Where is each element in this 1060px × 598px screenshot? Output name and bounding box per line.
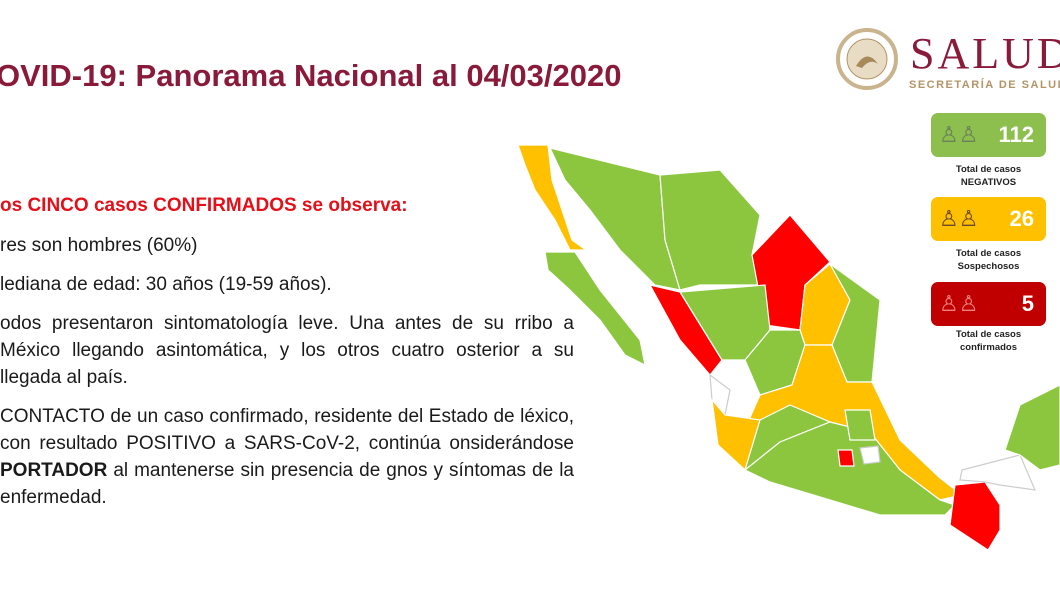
slide-title: OVID-19: Panorama Nacional al 04/03/2020 xyxy=(0,58,622,93)
portador-text: PORTADOR xyxy=(0,460,108,481)
confirmed-cases-card: ♙♙ 5 xyxy=(931,282,1046,326)
caption-line: confirmados xyxy=(959,342,1017,353)
caption-line: Total de casos xyxy=(955,329,1022,340)
contact-text-2: al mantenerse sin presencia de gnos y sí… xyxy=(0,460,574,508)
caption-line: Sospechosos xyxy=(957,261,1020,272)
confirmed-caption: Total de casos confirmados xyxy=(931,328,1046,354)
state-sinaloa xyxy=(648,284,723,376)
mexican-seal-logo xyxy=(836,28,898,90)
lead-text: os CINCO casos CONFIRMADOS se observa: xyxy=(0,195,408,216)
bullet-1: res son hombres (60%) xyxy=(0,235,198,256)
state-baja-california xyxy=(517,144,588,251)
people-group-icon: ♙♙ xyxy=(939,122,979,147)
slide-body: os CINCO casos CONFIRMADOS se observa: r… xyxy=(0,192,574,523)
people-group-icon: ♙♙ xyxy=(939,206,979,231)
state-chihuahua xyxy=(659,169,766,291)
caption-line: Total de casos xyxy=(955,248,1022,259)
people-group-icon: ♙♙ xyxy=(939,291,979,316)
contact-text-1: CONTACTO de un caso confirmado, resident… xyxy=(0,406,574,454)
negative-caption: Total de casos NEGATIVOS xyxy=(931,163,1046,189)
negative-count: 112 xyxy=(998,122,1035,147)
state-yucatan-qroo xyxy=(1004,384,1060,471)
bullet-2: lediana de edad: 30 años (19-59 años). xyxy=(0,274,332,295)
salud-brand: SALUD xyxy=(910,29,1060,78)
southern-states xyxy=(743,421,957,516)
confirmed-count: 5 xyxy=(1021,291,1034,316)
state-baja-california-sur xyxy=(544,251,646,367)
secretaria-subtitle: SECRETARÍA DE SALUD xyxy=(909,79,1060,91)
caption-line: Total de casos xyxy=(955,164,1022,175)
suspect-caption: Total de casos Sospechosos xyxy=(931,247,1046,273)
suspect-cases-card: ♙♙ 26 xyxy=(931,197,1046,241)
state-hidalgo xyxy=(844,409,876,441)
state-chiapas xyxy=(949,481,1001,551)
state-cdmx xyxy=(837,449,855,467)
suspect-count: 26 xyxy=(1009,206,1034,231)
state-morelos xyxy=(859,445,881,465)
negative-cases-card: ♙♙ 112 xyxy=(931,113,1046,157)
bullet-3: odos presentaron sintomatología leve. Un… xyxy=(0,313,574,388)
caption-line: NEGATIVOS xyxy=(960,177,1017,188)
bullet-4: CONTACTO de un caso confirmado, resident… xyxy=(0,403,574,511)
